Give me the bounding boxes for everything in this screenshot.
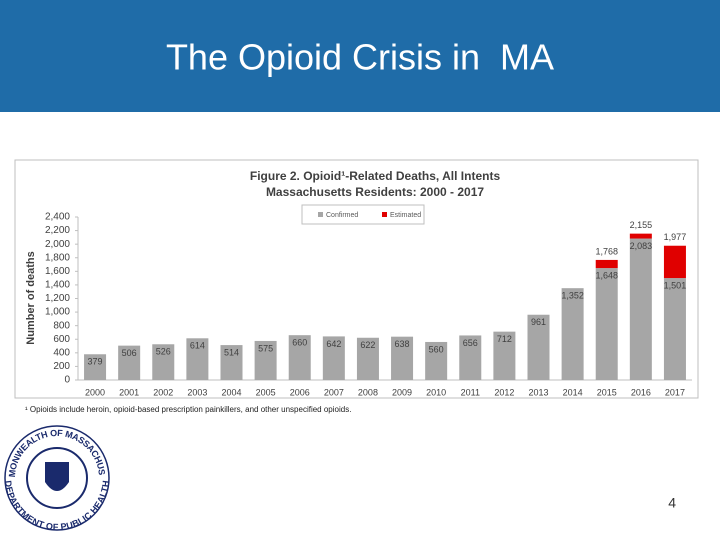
y-tick-label: 400 bbox=[53, 347, 70, 358]
y-tick-label: 1,200 bbox=[45, 293, 70, 304]
legend-swatch bbox=[382, 212, 387, 217]
bar bbox=[356, 337, 379, 380]
x-tick-label: 2010 bbox=[426, 387, 446, 397]
y-tick-label: 600 bbox=[53, 334, 70, 345]
bar bbox=[595, 268, 618, 380]
y-tick-label: 200 bbox=[53, 361, 70, 372]
logo-ring bbox=[4, 425, 110, 531]
bar bbox=[391, 336, 414, 380]
data-label: 575 bbox=[258, 343, 273, 353]
slide-title: The Opioid Crisis in MA bbox=[166, 37, 554, 78]
bar bbox=[288, 335, 311, 380]
y-tick-label: 1,000 bbox=[45, 307, 70, 318]
y-tick-label: 1,800 bbox=[45, 252, 70, 263]
logo-shield bbox=[45, 462, 69, 491]
chart-title: Figure 2. Opioid¹-Related Deaths, All In… bbox=[250, 169, 501, 183]
y-tick-label: 1,600 bbox=[45, 266, 70, 277]
legend-label: Confirmed bbox=[326, 212, 358, 219]
bar bbox=[118, 345, 141, 380]
data-label: 660 bbox=[292, 338, 307, 348]
data-label: 526 bbox=[156, 347, 171, 357]
bar bbox=[561, 288, 584, 380]
data-label: 656 bbox=[463, 338, 478, 348]
x-tick-label: 2004 bbox=[221, 387, 241, 397]
legend-swatch bbox=[318, 212, 323, 217]
x-tick-label: 2015 bbox=[597, 387, 617, 397]
x-tick-label: 2000 bbox=[85, 387, 105, 397]
logo-seal bbox=[26, 447, 88, 509]
page-number: 4 bbox=[668, 495, 676, 511]
data-label: 379 bbox=[88, 357, 103, 367]
data-label: 1,352 bbox=[561, 291, 584, 301]
x-tick-label: 2002 bbox=[153, 387, 173, 397]
data-label: 506 bbox=[122, 348, 137, 358]
x-tick-label: 2014 bbox=[563, 387, 583, 397]
data-label: 2,083 bbox=[630, 241, 653, 251]
x-tick-label: 2009 bbox=[392, 387, 412, 397]
data-label: 961 bbox=[531, 317, 546, 327]
data-label: 1,501 bbox=[664, 280, 687, 290]
x-tick-label: 2007 bbox=[324, 387, 344, 397]
x-tick-label: 2003 bbox=[187, 387, 207, 397]
y-tick-label: 2,000 bbox=[45, 239, 70, 250]
total-label: 1,768 bbox=[595, 246, 618, 256]
bar bbox=[663, 245, 686, 279]
bar bbox=[527, 314, 550, 380]
data-label: 560 bbox=[429, 344, 444, 354]
y-tick-label: 800 bbox=[53, 320, 70, 331]
header-bar bbox=[0, 0, 720, 112]
total-label: 1,977 bbox=[664, 232, 687, 242]
total-label: 2,155 bbox=[630, 220, 653, 230]
x-tick-label: 2017 bbox=[665, 387, 685, 397]
data-label: 642 bbox=[326, 339, 341, 349]
x-tick-label: 2011 bbox=[461, 387, 480, 397]
bar bbox=[84, 354, 107, 380]
data-label: 1,648 bbox=[595, 270, 618, 280]
y-tick-label: 2,400 bbox=[45, 212, 70, 223]
footnote: ¹ Opioids include heroin, opioid-based p… bbox=[25, 405, 351, 414]
y-axis-label: Number of deaths bbox=[25, 251, 37, 345]
bar bbox=[493, 331, 516, 380]
bar bbox=[322, 336, 345, 380]
x-tick-label: 2016 bbox=[631, 387, 651, 397]
bar bbox=[220, 345, 243, 380]
data-label: 614 bbox=[190, 341, 205, 351]
x-tick-label: 2012 bbox=[494, 387, 514, 397]
data-label: 712 bbox=[497, 334, 512, 344]
bar bbox=[629, 238, 652, 380]
x-tick-label: 2013 bbox=[528, 387, 548, 397]
bar bbox=[425, 341, 448, 380]
bar bbox=[663, 278, 686, 380]
y-tick-label: 1,400 bbox=[45, 280, 70, 291]
y-tick-label: 2,200 bbox=[45, 225, 70, 236]
bar bbox=[254, 340, 277, 380]
data-label: 638 bbox=[395, 339, 410, 349]
bar bbox=[595, 259, 618, 269]
x-tick-label: 2005 bbox=[256, 387, 276, 397]
bar bbox=[186, 338, 209, 380]
bar bbox=[152, 344, 175, 380]
x-tick-label: 2001 bbox=[119, 387, 139, 397]
bar bbox=[459, 335, 482, 380]
y-tick-label: 0 bbox=[64, 375, 70, 386]
chart-subtitle: Massachusetts Residents: 2000 - 2017 bbox=[266, 185, 484, 199]
legend-label: Estimated bbox=[390, 212, 421, 219]
bar bbox=[629, 233, 652, 239]
data-label: 514 bbox=[224, 347, 239, 357]
x-tick-label: 2008 bbox=[358, 387, 378, 397]
data-label: 622 bbox=[360, 340, 375, 350]
legend bbox=[301, 204, 425, 225]
x-tick-label: 2006 bbox=[290, 387, 310, 397]
